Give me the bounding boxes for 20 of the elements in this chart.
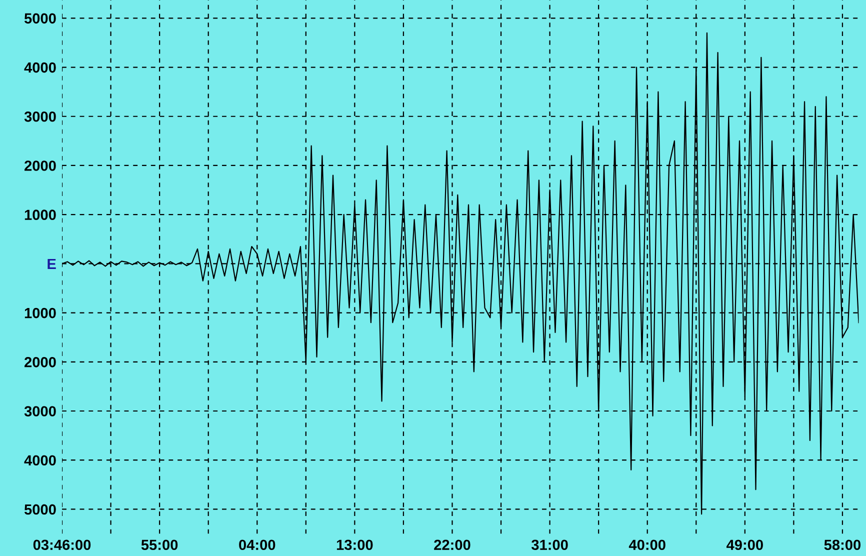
y-tick-label: 2000 [24,160,56,171]
y-tick-label: 3000 [24,406,56,416]
y-tick-label: 1000 [24,308,56,318]
y-tick-label: 2000 [24,356,56,368]
x-tick-label: 55:00 [141,540,178,550]
y-tick-label: 4000 [24,455,56,466]
y-tick-label: 5000 [24,504,56,515]
x-tick-label: 22:00 [434,540,470,550]
y-tick-label: 4000 [24,62,56,73]
x-tick-label: 40:00 [628,540,666,550]
x-tick-label: 03:46:00 [33,540,91,550]
x-tick-label: 49:00 [726,540,763,550]
y-tick-label: 1000 [24,210,56,220]
x-tick-label: 13:00 [336,540,373,550]
y-tick-label: 3000 [24,111,56,122]
x-tick-label: 31:00 [531,540,568,550]
x-tick-label: 04:00 [239,540,276,550]
y-tick-label: E [48,258,56,269]
x-tick-label: 58:00 [824,540,861,550]
y-tick-label: 5000 [24,13,56,24]
